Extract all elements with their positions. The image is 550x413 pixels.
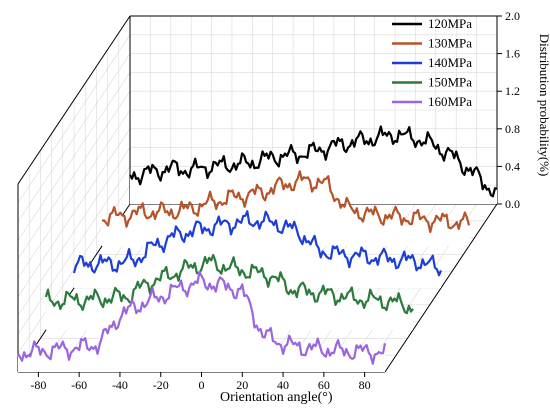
z-axis-ticks: 0.0 0.4 0.8 1.2 1.6 2.0 <box>497 9 520 211</box>
x-tick-label: -80 <box>30 378 46 392</box>
legend-label: 140MPa <box>428 55 472 70</box>
sidewall-gridline <box>17 147 131 316</box>
z-tick-label: 1.6 <box>505 47 520 61</box>
sidewall-gridline <box>17 128 131 297</box>
axis-edge <box>17 15 131 185</box>
x-tick-label: 0 <box>199 378 205 392</box>
sidewall-gridline <box>17 34 131 203</box>
sidewall-gridline <box>17 53 131 222</box>
series-line-160MPa <box>17 270 387 365</box>
sidewall-gridline <box>17 166 131 335</box>
legend-label: 160MPa <box>428 94 472 109</box>
z-tick-label: 1.2 <box>505 84 520 98</box>
x-axis-label: Orientation angle(°) <box>220 390 333 405</box>
legend-label: 130MPa <box>428 36 472 51</box>
z-tick-label: 0.0 <box>505 197 520 211</box>
x-tick-label: -20 <box>153 378 169 392</box>
x-tick-label: 80 <box>359 378 371 392</box>
z-axis-label: Distribution probability(%) <box>537 34 550 177</box>
z-tick-label: 2.0 <box>505 9 520 23</box>
z-tick-label: 0.4 <box>505 159 520 173</box>
series-fill-160MPa <box>18 271 385 372</box>
series-line-150MPa <box>44 253 414 315</box>
legend-label: 120MPa <box>428 16 472 31</box>
legend-label: 150MPa <box>428 75 472 90</box>
sidewall-gridline <box>17 91 131 260</box>
legend: 120MPa 130MPa 140MPa 150MPa 160MPa <box>392 16 472 109</box>
series-line-130MPa <box>101 170 471 234</box>
sidewall-gridline <box>17 72 131 241</box>
z-tick-label: 0.8 <box>505 122 520 136</box>
x-tick-label: -40 <box>112 378 128 392</box>
x-tick-label: 60 <box>318 378 330 392</box>
series-line-140MPa <box>72 210 443 277</box>
x-axis-ticks: -80 -60 -40 -20 0 20 40 60 80 <box>30 372 371 392</box>
x-tick-label: 20 <box>236 378 248 392</box>
series-fill-120MPa <box>130 126 497 204</box>
series-layer <box>17 125 498 372</box>
sidewall-gridline <box>17 109 131 279</box>
x-tick-label: -60 <box>71 378 87 392</box>
series-line-120MPa <box>129 125 498 198</box>
x-tick-label: 40 <box>277 378 289 392</box>
